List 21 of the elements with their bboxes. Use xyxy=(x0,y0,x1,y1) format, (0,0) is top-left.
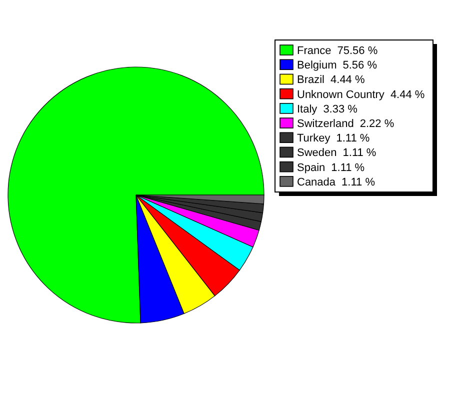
data-label: 2.22 % xyxy=(360,118,394,130)
data-label: 3.33 % xyxy=(323,103,358,116)
data-label: 75.56 % xyxy=(337,45,378,57)
legend-label: Turkey xyxy=(297,132,331,145)
data-label: 1.11 % xyxy=(331,162,365,174)
legend-label: Canada xyxy=(297,176,336,188)
legend-label: Spain xyxy=(297,162,326,174)
legend-label: Italy xyxy=(297,103,318,116)
legend-label: Belgium xyxy=(297,60,337,72)
data-label: 1.11 % xyxy=(336,132,370,145)
data-label: 4.44 % xyxy=(390,88,425,101)
legend-label: France xyxy=(297,45,332,57)
pie-slice xyxy=(8,66,264,324)
legend-label: Brazil xyxy=(297,74,325,86)
data-label: 1.11 % xyxy=(342,147,376,160)
data-label: 5.56 % xyxy=(342,60,378,72)
data-label: 1.11 % xyxy=(342,176,376,188)
legend-label: Unknown Country xyxy=(297,88,385,101)
legend-label: Sweden xyxy=(297,147,337,160)
data-label: 4.44 % xyxy=(330,74,365,86)
legend-label: Switzerland xyxy=(297,118,354,130)
